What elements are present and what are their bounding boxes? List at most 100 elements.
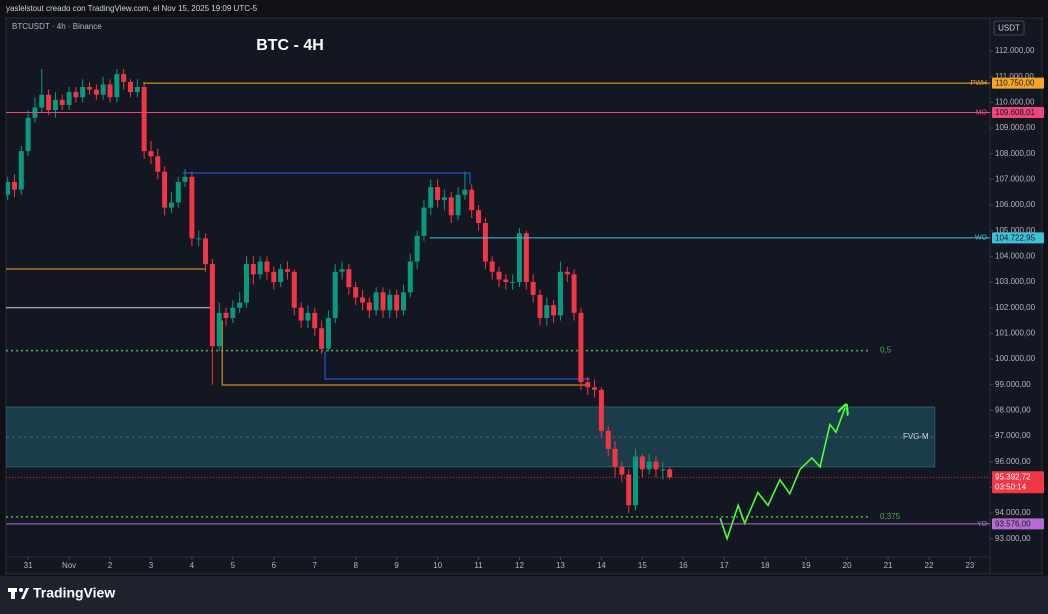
x-tick-label: 6 [272, 561, 277, 570]
x-tick-label: 22 [925, 561, 934, 570]
fvg-label: FVG-M [903, 432, 929, 441]
y-tick-label: 96.000,00 [995, 457, 1031, 466]
candle-body [366, 302, 372, 311]
candle-body [407, 261, 413, 293]
y-tick-label: 110.000,00 [995, 97, 1035, 106]
x-tick-label: 18 [761, 561, 770, 570]
level-tag [992, 77, 1044, 89]
candle-body [271, 271, 277, 283]
candle-body [312, 312, 318, 329]
y-tick-label: 94.000,00 [995, 508, 1031, 517]
candle-body [114, 74, 120, 98]
candle-body [73, 92, 79, 98]
candle-body [46, 94, 52, 111]
candle-body [168, 202, 174, 208]
candle-body [373, 292, 379, 311]
y-tick-label: 103.000,00 [995, 277, 1036, 286]
candle-body [339, 269, 345, 272]
level-tag-label: 110.750,00 [995, 79, 1035, 88]
currency-box[interactable] [993, 20, 1025, 36]
candle-body [175, 181, 181, 203]
candle-body [25, 117, 31, 152]
candle-body [237, 302, 243, 308]
candle-body [332, 271, 338, 318]
level-name: PWH [971, 80, 987, 87]
x-tick-label: 3 [149, 561, 154, 570]
candle-body [162, 171, 168, 208]
y-tick-label: 112.000,00 [995, 46, 1035, 55]
logo-shape [21, 588, 29, 599]
candle-body [469, 189, 475, 211]
fib-label: 0,375 [880, 512, 901, 521]
candle-body [585, 382, 591, 388]
candle-body [380, 292, 386, 311]
candle-body [59, 99, 65, 105]
drawing-line [324, 351, 590, 380]
candle-body [489, 261, 495, 272]
candle-body [291, 271, 297, 308]
x-tick-label: 12 [515, 561, 524, 570]
y-tick-label: 107.000,00 [995, 174, 1036, 183]
candle-body [127, 81, 133, 93]
y-axis-label[interactable]: USDT [998, 24, 1020, 33]
y-tick-label: 100.000,00 [995, 354, 1036, 363]
candle-body [530, 282, 536, 295]
candle-body [107, 84, 113, 98]
countdown-label: 03:50:14 [995, 482, 1027, 491]
last-price-label: 95.392,72 [995, 472, 1031, 481]
candle-body [243, 264, 249, 303]
candle-body [571, 274, 577, 313]
x-tick-label: 5 [231, 561, 236, 570]
candle-body [134, 86, 140, 93]
candle-body [516, 233, 522, 283]
candle-body [619, 466, 625, 475]
candle-body [503, 279, 509, 283]
y-tick-label: 93.000,00 [995, 534, 1031, 543]
candle-body [387, 294, 393, 311]
fib-label: 0,5 [880, 346, 892, 355]
y-tick-label: 104.000,00 [995, 251, 1036, 260]
level-name: YO [977, 521, 988, 528]
y-tick-label: 109.000,00 [995, 123, 1036, 132]
y-tick-label: 97.000,00 [995, 431, 1031, 440]
x-tick-label: 21 [884, 561, 893, 570]
candle-body [93, 89, 99, 95]
drawing-line [182, 172, 471, 185]
candle-body [216, 312, 222, 347]
candle-body [278, 269, 284, 283]
y-tick-label: 101.000,00 [995, 328, 1036, 337]
level-tag-label: 109.608,01 [995, 108, 1036, 117]
candle-body [653, 461, 659, 470]
candle-body [18, 151, 24, 190]
x-tick-label: 8 [353, 561, 358, 570]
x-tick-label: Nov [62, 561, 76, 570]
x-tick-label: 19 [802, 561, 811, 570]
candle-body [141, 86, 147, 152]
level-tag [992, 232, 1044, 244]
candle-body [284, 269, 290, 272]
candle-body [551, 305, 557, 316]
x-tick-label: 31 [24, 561, 33, 570]
candle-body [633, 456, 639, 506]
candle-body [523, 233, 529, 283]
candle-body [496, 271, 502, 280]
level-tag [992, 518, 1044, 530]
candle-body [605, 430, 611, 449]
candle-body [257, 261, 263, 275]
candle-body [646, 461, 652, 470]
candle-body [298, 307, 304, 321]
candle-body [39, 94, 45, 108]
x-tick-label: 20 [843, 561, 852, 570]
candle-body [209, 264, 215, 347]
x-tick-label: 2 [108, 561, 113, 570]
candle-body [80, 86, 86, 98]
candle-body [441, 197, 447, 200]
chart-title: BTC - 4H [256, 37, 324, 54]
brand-logo [8, 588, 29, 599]
candle-body [435, 187, 441, 200]
candle-body [592, 387, 598, 390]
candle-body [626, 474, 632, 506]
level-name: WO [975, 235, 988, 242]
x-tick-label: 13 [556, 561, 565, 570]
